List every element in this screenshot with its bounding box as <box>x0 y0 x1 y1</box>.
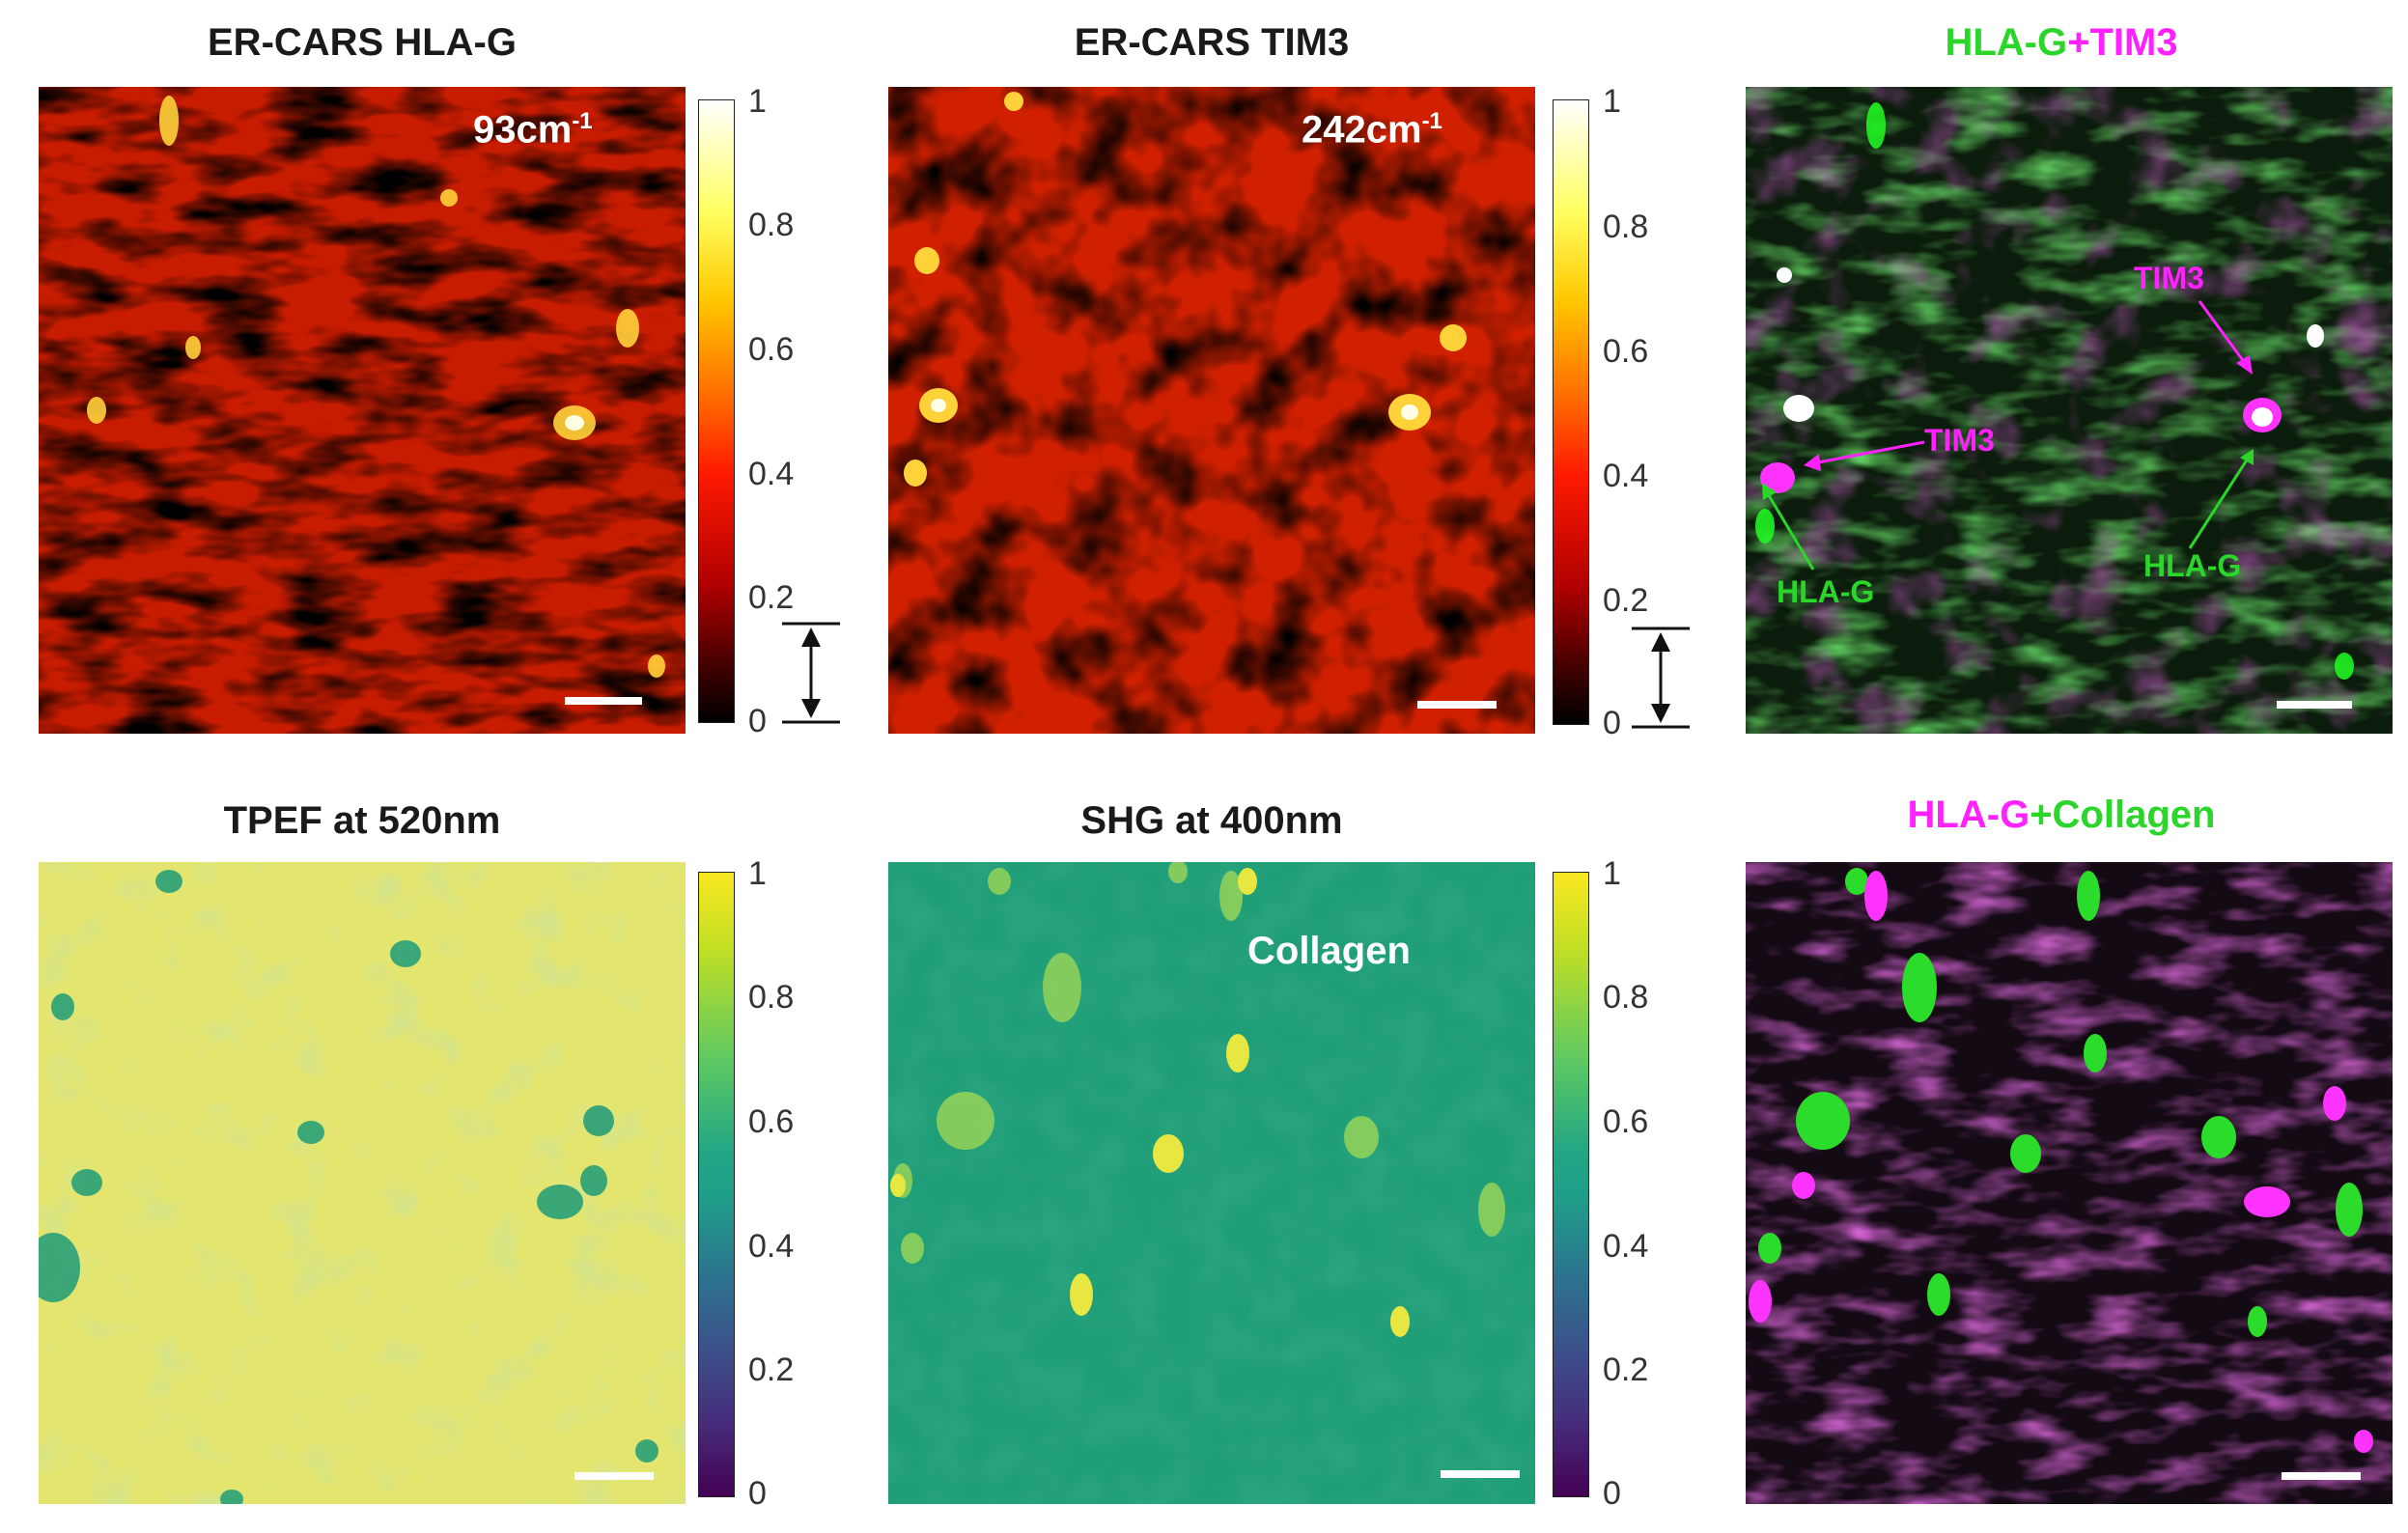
tick-0.6: 0.6 <box>748 1103 795 1140</box>
label-tim3-top: TIM3 <box>2134 261 2204 295</box>
title-collagen-part: +Collagen <box>2030 794 2216 836</box>
tick-0.8: 0.8 <box>748 207 795 243</box>
tick-0: 0 <box>1603 705 1621 741</box>
tick-0.8: 0.8 <box>1603 979 1649 1016</box>
tick-0.2: 0.2 <box>1603 1352 1649 1388</box>
wavenumber-label-hlag: 93cm-1 <box>473 108 593 152</box>
title-hlag-tim3: HLA-G+TIM3 <box>1738 21 2385 65</box>
scale-bar <box>1441 1470 1520 1478</box>
tick-1: 1 <box>748 855 767 892</box>
tick-0.2: 0.2 <box>748 1352 795 1388</box>
image-er-cars-hlag: 93cm-1 <box>39 87 686 734</box>
image-shg: Collagen <box>888 862 1535 1504</box>
title-er-cars-hlag: ER-CARS HLA-G <box>208 21 517 64</box>
label-hlag-left: HLA-G <box>1777 574 1875 609</box>
tick-0.2: 0.2 <box>1603 582 1649 619</box>
tick-0.8: 0.8 <box>748 979 795 1016</box>
title-hlag-part: HLA-G <box>1907 794 2030 836</box>
tick-0.4: 0.4 <box>1603 1228 1649 1265</box>
wavenumber-label-tim3: 242cm-1 <box>1302 108 1442 152</box>
hot-texture <box>39 87 686 734</box>
colorbar-hot-tim3 <box>1553 99 1589 725</box>
overlay-texture <box>1746 87 2393 734</box>
tick-0.6: 0.6 <box>748 331 795 368</box>
scale-bar <box>2282 1472 2361 1480</box>
shg-texture <box>888 862 1535 1504</box>
colorbar-viridis-shg <box>1553 872 1589 1497</box>
title-tpef: TPEF at 520nm <box>223 799 501 842</box>
title-hlag-collagen: HLA-G+Collagen <box>1738 794 2385 837</box>
scale-bar <box>2277 701 2352 709</box>
image-overlay-hlag-tim3: TIM3 TIM3 HLA-G HLA-G <box>1746 87 2393 734</box>
image-overlay-hlag-collagen <box>1746 862 2393 1504</box>
title-hlag-part: HLA-G <box>1945 21 2068 64</box>
tick-0.6: 0.6 <box>1603 1103 1649 1140</box>
tick-1: 1 <box>748 83 767 120</box>
annotation-arrows <box>1762 300 2254 571</box>
tick-0.8: 0.8 <box>1603 209 1649 245</box>
overlay2-texture <box>1746 862 2393 1504</box>
tick-0: 0 <box>748 1475 767 1512</box>
tick-1: 1 <box>1603 83 1621 120</box>
range-arrow-hlag <box>782 622 840 724</box>
title-shg: SHG at 400nm <box>1080 799 1343 842</box>
scale-bar <box>1417 701 1497 709</box>
tick-0.2: 0.2 <box>748 579 795 616</box>
tick-0.4: 0.4 <box>748 1228 795 1265</box>
tpef-texture <box>39 862 686 1504</box>
scale-bar <box>565 697 642 705</box>
tick-0.4: 0.4 <box>748 456 795 492</box>
range-arrow-tim3 <box>1632 627 1690 729</box>
label-collagen: Collagen <box>1247 930 1411 972</box>
tick-0.6: 0.6 <box>1603 333 1649 370</box>
tick-0.4: 0.4 <box>1603 458 1649 494</box>
tick-0: 0 <box>748 703 767 739</box>
image-er-cars-tim3: 242cm-1 <box>888 87 1535 734</box>
colorbar-hot-hlag <box>698 99 735 723</box>
title-er-cars-tim3: ER-CARS TIM3 <box>1074 21 1350 64</box>
tick-0: 0 <box>1603 1475 1621 1512</box>
title-tim3-part: +TIM3 <box>2067 21 2178 64</box>
label-tim3-left: TIM3 <box>1924 423 1995 458</box>
scale-bar <box>574 1472 654 1480</box>
image-tpef <box>39 862 686 1504</box>
colorbar-viridis-tpef <box>698 872 735 1497</box>
tick-1: 1 <box>1603 855 1621 892</box>
hot-texture-tim3 <box>888 87 1535 734</box>
label-hlag-right: HLA-G <box>2143 548 2242 583</box>
